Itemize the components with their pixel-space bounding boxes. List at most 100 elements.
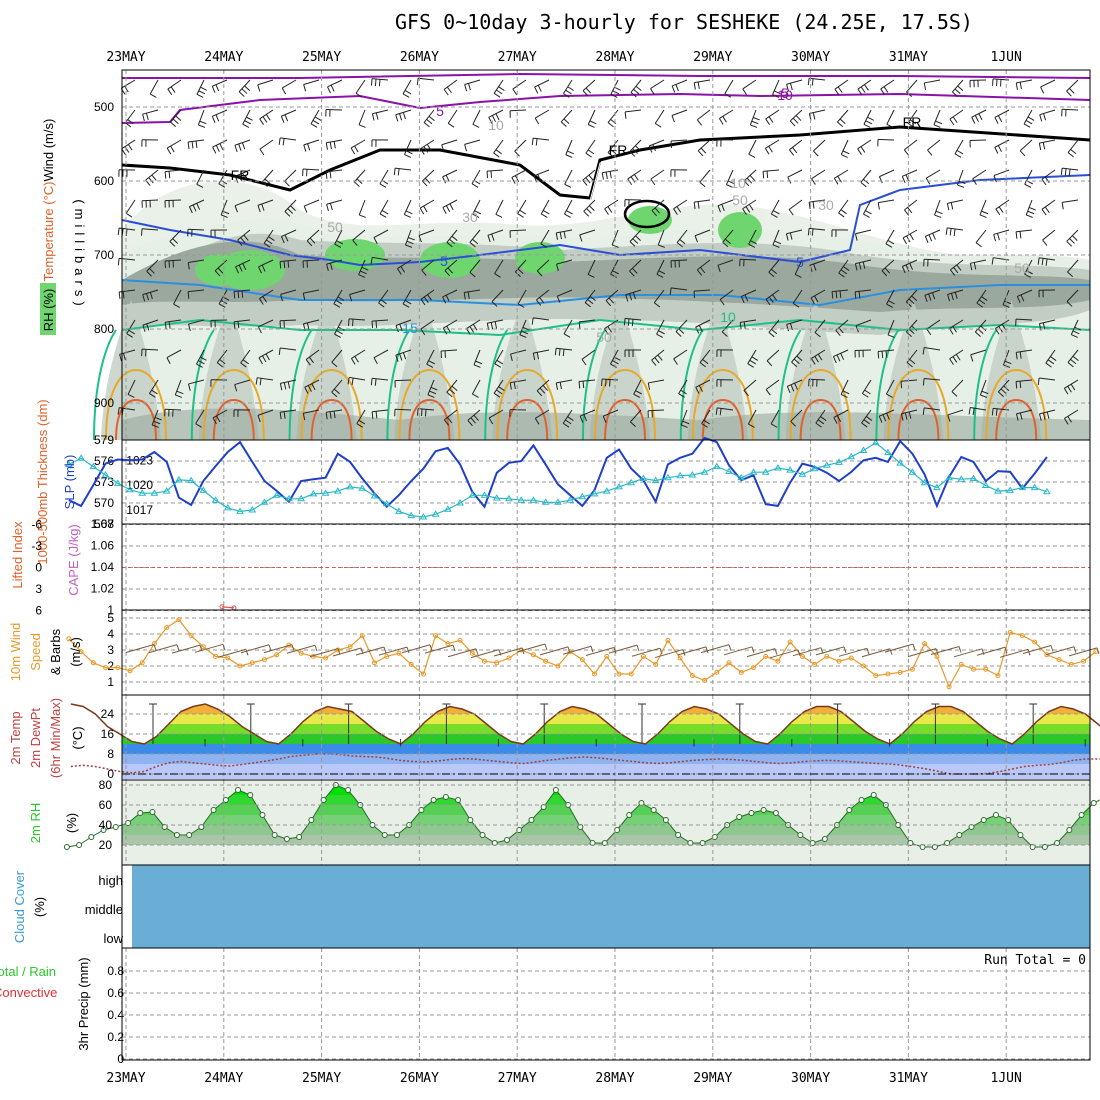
wind-barb-flag bbox=[423, 122, 430, 128]
wind-barb-flag bbox=[262, 355, 267, 363]
wind-barb-flag bbox=[612, 270, 619, 275]
rh-marker bbox=[980, 817, 987, 823]
wind-barb-flag bbox=[283, 382, 287, 390]
wind-barb-flag bbox=[858, 291, 861, 299]
wind-barb bbox=[786, 319, 803, 325]
wind-barb bbox=[957, 169, 964, 186]
wind-barb-flag bbox=[397, 268, 402, 275]
thickness-marker bbox=[920, 478, 929, 486]
wind-barb-flag bbox=[650, 178, 656, 186]
wind-barb-flag bbox=[858, 262, 862, 270]
wind-barb-flag bbox=[1070, 149, 1077, 155]
wind-barb bbox=[426, 349, 435, 365]
y-tick-label: 2 bbox=[107, 659, 114, 673]
wind-barb-flag bbox=[582, 90, 589, 97]
wind-barb-flag bbox=[487, 235, 491, 243]
thickness-marker bbox=[749, 468, 758, 475]
rh-marker bbox=[552, 787, 559, 793]
thickness-marker bbox=[712, 462, 721, 470]
wind-barb bbox=[488, 409, 504, 419]
wind-barb-flag bbox=[449, 388, 456, 395]
wind-barb-flag bbox=[978, 113, 983, 121]
wind-barb bbox=[469, 229, 481, 243]
wind-barb-flag bbox=[555, 382, 558, 390]
wind-barb-flag bbox=[280, 236, 285, 244]
wind-barb-flag bbox=[303, 205, 308, 213]
wind-barb bbox=[1016, 379, 1033, 382]
wind-barb-flag bbox=[585, 177, 591, 184]
pressure-axis-label: (millibars) bbox=[72, 199, 87, 310]
wind-barb-flag bbox=[314, 116, 322, 121]
wind-barb-flag bbox=[559, 232, 562, 240]
wind-barb-flag bbox=[904, 412, 908, 420]
wind-barb-flag bbox=[534, 86, 539, 94]
date-label-top: 23MAY bbox=[106, 50, 145, 65]
wind-barb-flag bbox=[452, 644, 456, 652]
wind-barb-flag bbox=[257, 84, 261, 92]
wind-barb-flag bbox=[969, 263, 973, 271]
wind-barb bbox=[834, 169, 849, 179]
rh-legend-swatch bbox=[40, 283, 56, 335]
wind-barb-flag bbox=[471, 183, 479, 188]
wind-barb-flag bbox=[947, 294, 951, 302]
wind-barb-flag bbox=[1042, 322, 1046, 330]
wind-barb bbox=[560, 109, 573, 123]
wind-barb bbox=[625, 317, 642, 321]
temp-contour-15-leg bbox=[190, 329, 215, 441]
thickness-marker bbox=[932, 483, 941, 491]
thickness-marker bbox=[162, 487, 171, 494]
wind-barb-flag bbox=[648, 145, 653, 153]
wind-barb-flag bbox=[610, 93, 618, 98]
wind-barb-flag bbox=[446, 86, 452, 94]
wind-barb bbox=[880, 79, 895, 90]
wind-barb-flag bbox=[743, 180, 750, 187]
thickness-marker bbox=[150, 489, 159, 496]
wind-barb-flag bbox=[1050, 356, 1057, 361]
wind-speed-marker bbox=[225, 655, 231, 661]
wind-barb bbox=[878, 349, 895, 353]
wind-barb bbox=[924, 407, 941, 411]
temp-contour-15-leg bbox=[288, 329, 313, 441]
wind-barb-flag bbox=[218, 303, 226, 308]
wind-speed-marker bbox=[127, 668, 133, 674]
wind-barb bbox=[765, 139, 780, 149]
wind-barb bbox=[648, 139, 665, 147]
wind-barb bbox=[533, 317, 550, 321]
wind-barb-flag bbox=[1015, 352, 1018, 360]
thickness-marker bbox=[77, 454, 85, 461]
wind-barb bbox=[901, 379, 918, 382]
wind-barb-flag bbox=[627, 178, 633, 186]
rh-marker bbox=[186, 832, 193, 838]
wind-barb-flag bbox=[658, 270, 666, 275]
wind-barb-flag bbox=[811, 78, 814, 86]
wind-barb-flag bbox=[772, 294, 777, 301]
wind-barb-flag bbox=[241, 290, 244, 298]
wind-barb bbox=[421, 259, 435, 271]
wind-barb bbox=[142, 319, 159, 326]
wind-barb-flag bbox=[762, 171, 765, 179]
wind-barb-flag bbox=[511, 177, 516, 184]
wind-barb bbox=[603, 409, 619, 417]
wind-barb-flag bbox=[309, 237, 316, 244]
wind-barb-flag bbox=[567, 86, 574, 91]
wind-barb bbox=[877, 138, 895, 141]
wind-barb bbox=[373, 229, 389, 239]
thickness-marker bbox=[407, 511, 416, 519]
thickness-marker bbox=[725, 467, 733, 474]
wind-barb bbox=[604, 199, 619, 210]
wind-barb-flag bbox=[843, 646, 847, 654]
thickness-marker bbox=[272, 491, 281, 498]
wind-barb-flag bbox=[820, 416, 827, 421]
wind-barb-flag bbox=[1004, 360, 1012, 365]
wind-barb bbox=[719, 109, 734, 119]
wind-barb-flag bbox=[187, 262, 190, 270]
panel-frame bbox=[121, 947, 1091, 1061]
wind-barb-flag bbox=[728, 644, 732, 651]
wind-barb-flag bbox=[146, 323, 150, 331]
wind-barb-flag bbox=[907, 207, 913, 214]
wind-barb-flag bbox=[715, 407, 718, 415]
thickness-marker bbox=[346, 482, 354, 490]
wind-barb bbox=[855, 319, 872, 327]
date-label-bottom: 27MAY bbox=[498, 1071, 537, 1086]
